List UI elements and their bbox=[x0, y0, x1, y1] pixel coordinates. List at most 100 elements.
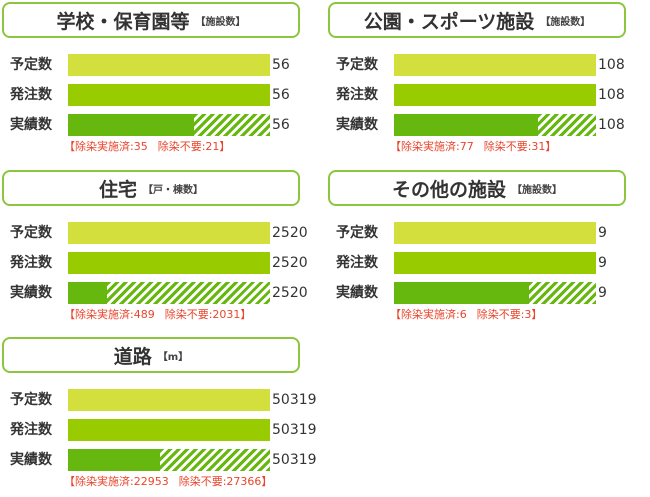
not-required-bar bbox=[194, 114, 270, 136]
bar-row: 実績数 108 bbox=[328, 114, 630, 136]
chart-title: 学校・保育園等 bbox=[56, 10, 190, 33]
decontaminated-bar bbox=[68, 282, 108, 304]
value-label: 56 bbox=[272, 57, 290, 73]
category-label: 実績数 bbox=[10, 285, 52, 301]
decontaminated-count: 【除染実施済:6 bbox=[390, 308, 467, 321]
category-label: 実績数 bbox=[10, 117, 52, 133]
not-required-count: 除染不要:31】 bbox=[483, 140, 557, 153]
value-label: 56 bbox=[272, 117, 290, 133]
value-label: 50319 bbox=[272, 452, 317, 468]
bar-track bbox=[68, 114, 270, 136]
breakdown-note: 【除染実施済:6 除染不要:3】 bbox=[390, 306, 542, 322]
chart-panel: 道路 【m】 予定数 50319 発注数 50319 実績数 50319 【除染実施済:2295… bbox=[2, 337, 317, 497]
category-label: 予定数 bbox=[10, 225, 52, 241]
bar-track bbox=[394, 252, 596, 274]
decontaminated-count: 【除染実施済:489 bbox=[64, 308, 155, 321]
category-label: 実績数 bbox=[336, 285, 378, 301]
chart-title: 公園・スポーツ施設 bbox=[363, 10, 535, 33]
chart-panel: 住宅 【戸・棟数】予定数 2520 発注数 2520 実績数 2520 【除染実施済:489 除… bbox=[2, 170, 308, 330]
decontaminated-bar bbox=[68, 449, 161, 471]
bar-row: 発注数 50319 bbox=[2, 419, 317, 441]
category-label: 予定数 bbox=[10, 57, 52, 73]
chart-title: その他の施設 bbox=[391, 178, 506, 201]
value-label: 56 bbox=[272, 87, 290, 103]
value-label: 50319 bbox=[272, 422, 317, 438]
chart-unit: 【施設数】 bbox=[512, 184, 562, 196]
category-label: 発注数 bbox=[10, 422, 52, 438]
not-required-bar bbox=[160, 449, 270, 471]
category-label: 予定数 bbox=[336, 225, 378, 241]
bar-row: 予定数 56 bbox=[2, 54, 304, 76]
bar-row: 発注数 108 bbox=[328, 84, 630, 106]
decontaminated-count: 【除染実施済:35 bbox=[64, 140, 148, 153]
value-label: 108 bbox=[598, 87, 625, 103]
plan-bar bbox=[394, 222, 596, 244]
not-required-bar bbox=[538, 114, 596, 136]
value-label: 9 bbox=[598, 225, 607, 241]
order-bar bbox=[68, 252, 270, 274]
not-required-bar bbox=[528, 282, 596, 304]
bar-row: 発注数 56 bbox=[2, 84, 304, 106]
order-bar bbox=[394, 84, 596, 106]
category-label: 発注数 bbox=[10, 255, 52, 271]
bar-row: 予定数 50319 bbox=[2, 389, 317, 411]
not-required-bar bbox=[107, 282, 270, 304]
value-label: 9 bbox=[598, 285, 607, 301]
chart-panel: 公園・スポーツ施設 【施設数】 予定数 108 発注数 108 実績数 108 【除染実施済:7… bbox=[328, 2, 630, 162]
chart-panel: 学校・保育園等 【施設数】予定数 56 発注数 56 実績数 56 【除染実施済:35 除染不要… bbox=[2, 2, 304, 162]
order-bar bbox=[68, 419, 270, 441]
bar-row: 予定数 108 bbox=[328, 54, 630, 76]
value-label: 108 bbox=[598, 117, 625, 133]
bar-track bbox=[68, 252, 270, 274]
plan-bar bbox=[68, 222, 270, 244]
bar-track bbox=[394, 222, 596, 244]
chart-unit: 【施設数】 bbox=[195, 16, 246, 28]
not-required-count: 除染不要:2031】 bbox=[164, 308, 252, 321]
bar-row: 実績数 50319 bbox=[2, 449, 317, 471]
chart-unit: 【戸・棟数】 bbox=[143, 184, 203, 196]
chart-panel: その他の施設 【施設数】 予定数 9 発注数 9 実績数 9 【除染実施済:6 除染不要:3】 bbox=[328, 170, 630, 330]
breakdown-note: 【除染実施済:77 除染不要:31】 bbox=[390, 138, 556, 154]
decontaminated-bar bbox=[394, 282, 529, 304]
value-label: 2520 bbox=[272, 285, 308, 301]
bar-row: 発注数 2520 bbox=[2, 252, 308, 274]
breakdown-note: 【除染実施済:22953 除染不要:27366】 bbox=[64, 473, 272, 489]
category-label: 実績数 bbox=[10, 452, 52, 468]
bar-row: 実績数 9 bbox=[328, 282, 630, 304]
breakdown-note: 【除染実施済:35 除染不要:21】 bbox=[64, 138, 230, 154]
category-label: 予定数 bbox=[336, 57, 378, 73]
category-label: 発注数 bbox=[336, 87, 378, 103]
bar-track bbox=[68, 84, 270, 106]
value-label: 50319 bbox=[272, 392, 317, 408]
decontaminated-bar bbox=[68, 114, 195, 136]
category-label: 実績数 bbox=[336, 117, 378, 133]
bar-row: 予定数 2520 bbox=[2, 222, 308, 244]
plan-bar bbox=[68, 389, 270, 411]
chart-title-box: その他の施設 【施設数】 bbox=[328, 170, 626, 206]
bar-track bbox=[68, 389, 270, 411]
bar-track bbox=[68, 222, 270, 244]
plan-bar bbox=[394, 54, 596, 76]
bar-track bbox=[394, 282, 596, 304]
bar-track bbox=[68, 54, 270, 76]
not-required-count: 除染不要:3】 bbox=[476, 308, 543, 321]
bar-row: 実績数 56 bbox=[2, 114, 304, 136]
value-label: 9 bbox=[598, 255, 607, 271]
order-bar bbox=[68, 84, 270, 106]
bar-track bbox=[394, 54, 596, 76]
chart-unit: 【施設数】 bbox=[540, 16, 591, 28]
chart-title-box: 住宅 【戸・棟数】 bbox=[2, 170, 300, 206]
category-label: 発注数 bbox=[10, 87, 52, 103]
bar-track bbox=[68, 419, 270, 441]
bar-row: 発注数 9 bbox=[328, 252, 630, 274]
decontaminated-bar bbox=[394, 114, 539, 136]
decontaminated-count: 【除染実施済:22953 bbox=[64, 475, 169, 488]
bar-track bbox=[68, 449, 270, 471]
breakdown-note: 【除染実施済:489 除染不要:2031】 bbox=[64, 306, 251, 322]
bar-row: 実績数 2520 bbox=[2, 282, 308, 304]
value-label: 2520 bbox=[272, 225, 308, 241]
category-label: 予定数 bbox=[10, 392, 52, 408]
chart-title-box: 学校・保育園等 【施設数】 bbox=[2, 2, 300, 38]
bar-track bbox=[394, 114, 596, 136]
value-label: 2520 bbox=[272, 255, 308, 271]
